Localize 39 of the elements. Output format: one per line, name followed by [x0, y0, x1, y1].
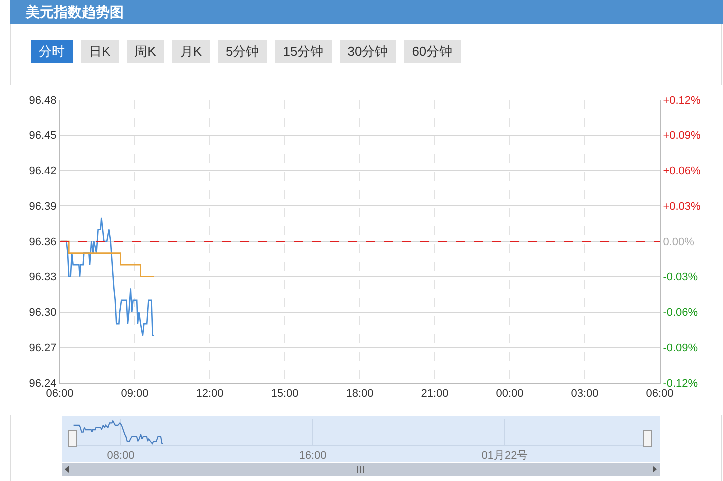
text: 日K — [81, 40, 119, 63]
y2-tick-label: +0.12% — [663, 94, 702, 107]
y-tick-label: 96.30 — [29, 307, 57, 320]
y2-tick-label: +0.06% — [663, 166, 702, 178]
y-tick-label: 96.33 — [29, 272, 57, 284]
text: 分时 — [31, 40, 73, 63]
y2-tick-label: -0.03% — [663, 272, 698, 284]
y-tick-label: 96.27 — [29, 342, 57, 354]
x-tick-label: 01月22号 — [482, 450, 528, 462]
x-tick-label: 08:00 — [107, 450, 135, 462]
text: 60分钟 — [404, 40, 461, 63]
text: 周K — [126, 40, 164, 63]
x-tick-label: 06:00 — [46, 388, 74, 400]
text: 5分钟 — [218, 40, 268, 63]
x-tick-label: 12:00 — [196, 388, 224, 400]
y2-tick-label: +0.09% — [663, 130, 702, 142]
y-tick-label: 96.36 — [29, 236, 57, 248]
x-tick-label: 18:00 — [346, 388, 374, 400]
y2-tick-label: -0.12% — [663, 378, 698, 390]
y2-tick-label: -0.09% — [663, 342, 698, 354]
y-tick-label: 96.39 — [29, 200, 57, 213]
x-tick-label: 09:00 — [121, 388, 149, 400]
y2-tick-label: -0.06% — [663, 307, 698, 320]
text: 30分钟 — [340, 40, 396, 63]
x-tick-label: 21:00 — [421, 388, 449, 400]
text: 月K — [172, 40, 210, 63]
x-tick-label: 00:00 — [496, 388, 524, 400]
y-tick-label: 96.45 — [29, 130, 57, 142]
y-tick-label: 96.42 — [29, 166, 57, 178]
chart-title: 美元指数趋势图 — [10, 0, 723, 24]
y2-tick-label: 0.00% — [663, 236, 695, 248]
text: 15分钟 — [275, 40, 332, 63]
x-tick-label: 06:00 — [646, 388, 674, 400]
x-tick-label: 03:00 — [571, 388, 599, 400]
y-tick-label: 96.48 — [29, 94, 57, 107]
x-tick-label: 15:00 — [271, 388, 299, 400]
y-tick-label: 96.24 — [29, 378, 57, 390]
y2-tick-label: +0.03% — [663, 200, 702, 213]
x-tick-label: 16:00 — [299, 450, 327, 462]
